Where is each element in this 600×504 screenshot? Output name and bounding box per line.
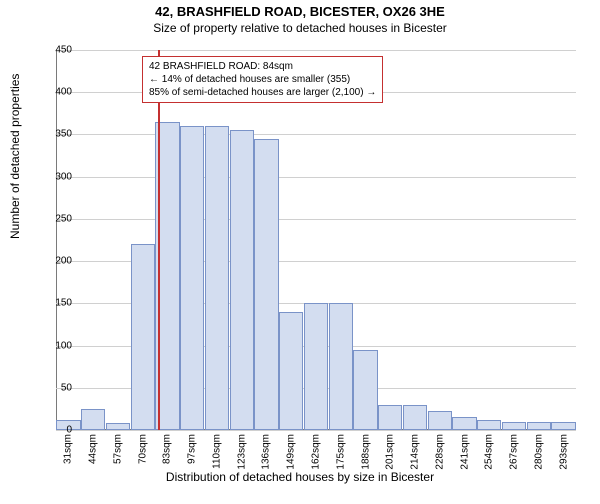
x-tick-label: 214sqm: [410, 434, 421, 470]
y-tick-label: 250: [32, 213, 72, 224]
y-tick-label: 100: [32, 340, 72, 351]
x-tick-label: 201sqm: [385, 434, 396, 470]
y-axis-line: [56, 50, 57, 430]
x-tick-label: 31sqm: [63, 434, 74, 464]
histogram-bar: [378, 405, 402, 430]
histogram-bar: [477, 420, 501, 430]
x-tick-label: 267sqm: [509, 434, 520, 470]
histogram-bar: [502, 422, 526, 430]
histogram-bar: [81, 409, 105, 430]
x-tick-label: 123sqm: [236, 434, 247, 470]
x-tick-label: 149sqm: [286, 434, 297, 470]
annotation-line: 42 BRASHFIELD ROAD: 84sqm: [149, 60, 376, 73]
y-tick-label: 300: [32, 171, 72, 182]
x-tick-label: 110sqm: [211, 434, 222, 469]
annotation-line: 85% of semi-detached houses are larger (…: [149, 86, 376, 99]
histogram-bar: [428, 411, 452, 430]
y-tick-label: 450: [32, 45, 72, 56]
reference-line: [158, 50, 160, 430]
histogram-bar: [353, 350, 377, 430]
x-tick-label: 241sqm: [459, 434, 470, 470]
histogram-bar: [329, 303, 353, 430]
histogram-bar: [551, 422, 575, 430]
y-axis-label: Number of detached properties: [8, 74, 22, 239]
histogram-bar: [106, 423, 130, 430]
plot-area: 42 BRASHFIELD ROAD: 84sqm← 14% of detach…: [56, 50, 576, 430]
x-tick-label: 162sqm: [311, 434, 322, 470]
histogram-bar: [254, 139, 278, 430]
histogram-bar: [205, 126, 229, 430]
y-tick-label: 50: [32, 382, 72, 393]
x-tick-label: 293sqm: [558, 434, 569, 470]
histogram-bar: [403, 405, 427, 430]
x-tick-label: 280sqm: [533, 434, 544, 470]
y-tick-label: 200: [32, 256, 72, 267]
page-subtitle: Size of property relative to detached ho…: [0, 21, 600, 35]
y-tick-label: 350: [32, 129, 72, 140]
x-tick-label: 136sqm: [261, 434, 272, 470]
y-tick-label: 400: [32, 87, 72, 98]
histogram-bar: [452, 417, 476, 430]
grid-line: [56, 50, 576, 51]
grid-line: [56, 134, 576, 135]
x-tick-label: 44sqm: [88, 434, 99, 464]
x-tick-label: 254sqm: [484, 434, 495, 470]
grid-line: [56, 177, 576, 178]
x-tick-label: 228sqm: [434, 434, 445, 470]
x-axis-label: Distribution of detached houses by size …: [0, 470, 600, 484]
grid-line: [56, 430, 576, 431]
x-tick-label: 83sqm: [162, 434, 173, 464]
histogram-bar: [527, 422, 551, 430]
x-tick-label: 57sqm: [112, 434, 123, 464]
histogram-bar: [279, 312, 303, 430]
y-tick-label: 150: [32, 298, 72, 309]
grid-line: [56, 219, 576, 220]
annotation-box: 42 BRASHFIELD ROAD: 84sqm← 14% of detach…: [142, 56, 383, 103]
chart-area: 42 BRASHFIELD ROAD: 84sqm← 14% of detach…: [56, 50, 576, 430]
histogram-bar: [230, 130, 254, 430]
histogram-bar: [304, 303, 328, 430]
histogram-bar: [180, 126, 204, 430]
histogram-bar: [131, 244, 155, 430]
page-title: 42, BRASHFIELD ROAD, BICESTER, OX26 3HE: [0, 4, 600, 19]
x-tick-label: 97sqm: [187, 434, 198, 464]
x-tick-label: 70sqm: [137, 434, 148, 464]
x-tick-label: 175sqm: [335, 434, 346, 470]
x-tick-label: 188sqm: [360, 434, 371, 470]
annotation-line: ← 14% of detached houses are smaller (35…: [149, 73, 376, 86]
